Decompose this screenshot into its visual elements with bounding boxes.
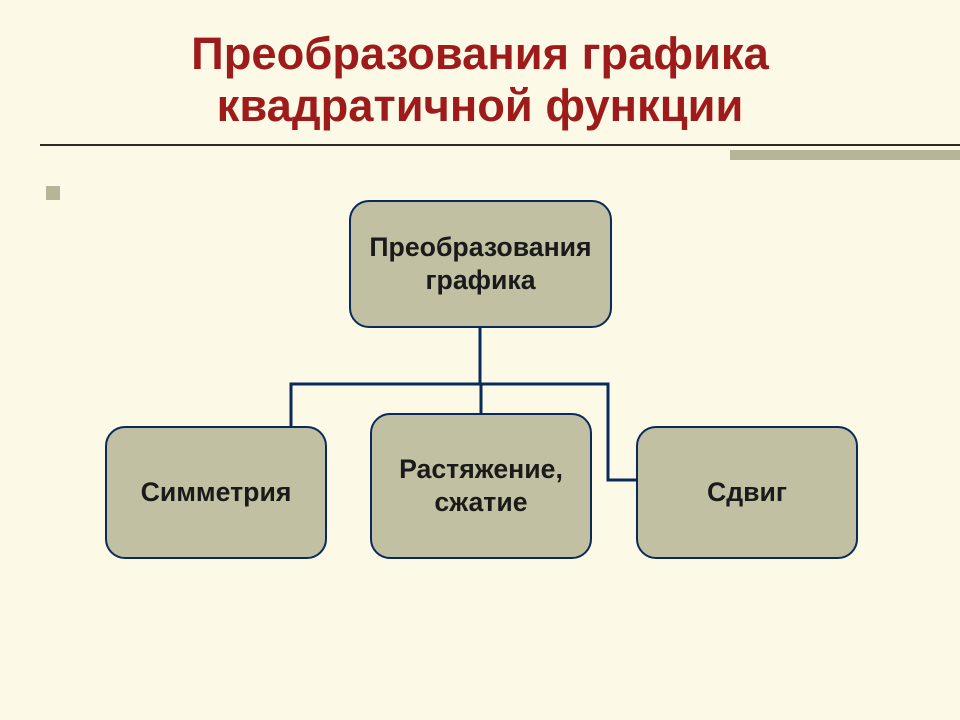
node-shift-label: Сдвиг — [707, 476, 787, 509]
diagram-edges — [0, 0, 960, 720]
node-stretch: Растяжение, сжатие — [370, 413, 592, 559]
node-symmetry-label: Симметрия — [141, 476, 292, 509]
edge — [480, 328, 481, 413]
node-shift: Сдвиг — [636, 426, 858, 559]
node-stretch-label: Растяжение, сжатие — [399, 453, 563, 520]
tree-diagram: Преобразования графика Симметрия Растяже… — [0, 0, 960, 720]
node-root-label: Преобразования графика — [369, 231, 591, 298]
slide: Преобразования графика квадратичной функ… — [0, 0, 960, 720]
node-symmetry: Симметрия — [105, 426, 327, 559]
node-root: Преобразования графика — [349, 200, 612, 328]
